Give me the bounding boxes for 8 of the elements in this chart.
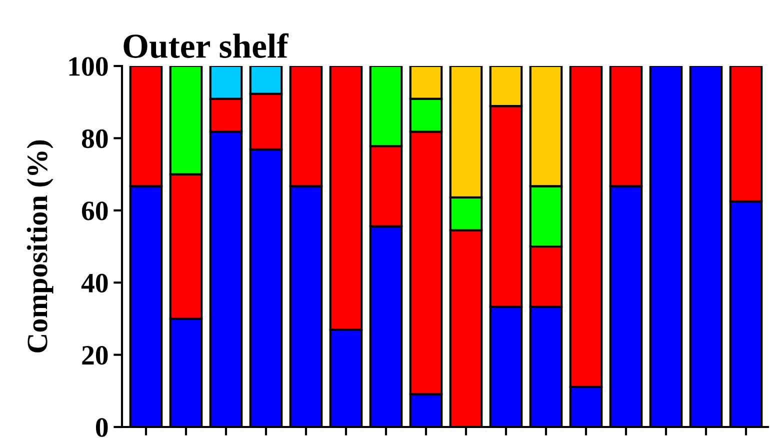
y-axis-title: Composition (%) <box>26 140 54 352</box>
y-tick-label: 20 <box>82 346 108 365</box>
y-tick-label: 100 <box>69 57 108 76</box>
y-tick-label: 40 <box>81 274 108 293</box>
y-tick-label: 60 <box>82 202 108 220</box>
chart-title: Outer shelf <box>124 33 289 58</box>
y-tick-label: 80 <box>82 129 108 148</box>
y-tick-label: 0 <box>96 418 108 437</box>
